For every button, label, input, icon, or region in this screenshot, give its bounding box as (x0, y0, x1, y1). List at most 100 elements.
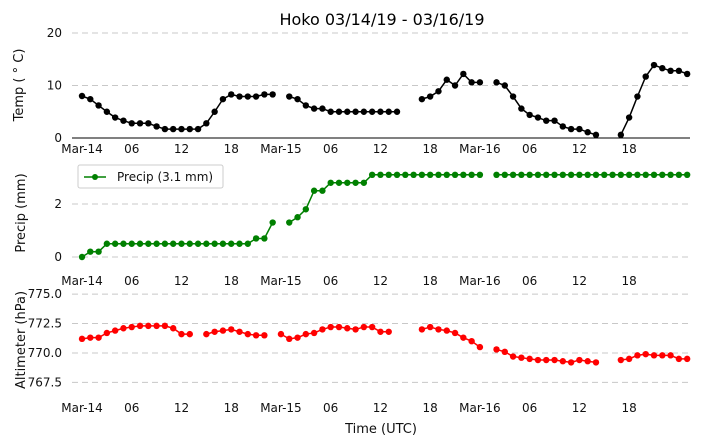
altimeter-point (368, 323, 376, 331)
x-tick-label: 12 (174, 142, 189, 156)
precip-point (294, 214, 301, 221)
precip-point (642, 171, 649, 179)
altimeter-point (543, 356, 550, 364)
precip-point (418, 171, 426, 179)
altimeter-point (252, 332, 260, 339)
x-tick-label: 18 (621, 274, 636, 288)
altimeter-point (509, 353, 517, 360)
x-tick-label: 06 (124, 401, 139, 415)
precip-point (244, 240, 251, 247)
precip-point (543, 171, 550, 179)
precip-point (95, 248, 102, 255)
altimeter-point (186, 330, 193, 338)
precip-point (559, 171, 567, 179)
altimeter-point (120, 325, 127, 332)
altimeter-point (659, 352, 666, 359)
temp-point (368, 108, 376, 115)
temp-point (501, 82, 508, 89)
temp-point (261, 91, 268, 98)
x-tick-label: 06 (323, 274, 338, 288)
precip-point (261, 235, 268, 242)
altimeter-point (103, 329, 111, 337)
altimeter-point (286, 335, 293, 343)
altimeter-panel: 767.5 770.0 772.5 775.0 Mar-14 06 12 18 Mar-15 06… (28, 287, 691, 415)
x-tick-label: 06 (522, 401, 537, 415)
temp-point (634, 93, 641, 100)
temp-point (526, 111, 533, 119)
xlabel: Time (UTC) (344, 422, 417, 437)
altimeter-ylabel: Altimeter (hPa) (14, 291, 29, 389)
temp-point (435, 88, 442, 95)
altimeter-point (642, 350, 649, 358)
altimeter-point (178, 330, 185, 338)
precip-panel: 0 2 Mar-14 06 12 18 Mar-15 06 12 18 Mar-16 06 12 18 (54, 171, 691, 288)
altimeter-point (501, 348, 508, 356)
temp-panel: 0 10 20 Mar-14 06 12 18 Mar-15 06 12 18 Mar-16 06 12 1… (47, 26, 691, 156)
altimeter-point (310, 329, 318, 337)
temp-point (78, 92, 86, 100)
temp-point (543, 117, 550, 124)
precip-point (650, 171, 658, 179)
altimeter-point (335, 323, 343, 331)
precip-point (78, 253, 86, 261)
precip-point (476, 171, 484, 179)
x-tick-label: 12 (373, 142, 388, 156)
x-tick-label: 18 (224, 274, 239, 288)
precip-point (385, 171, 392, 179)
x-tick-label: Mar-15 (260, 274, 301, 288)
altimeter-point (567, 359, 575, 366)
temp-point (642, 73, 649, 80)
altimeter-point (526, 355, 533, 363)
temp-point (203, 120, 210, 127)
altimeter-point (476, 343, 484, 351)
x-tick-label: 12 (373, 274, 388, 288)
temp-point (418, 95, 426, 103)
altimeter-point (319, 326, 326, 333)
temp-series-line (620, 64, 688, 136)
altimeter-point (551, 356, 558, 364)
temp-point (377, 108, 384, 115)
precip-legend: Precip (3.1 mm) (77, 164, 224, 189)
temp-point (667, 67, 674, 75)
y-tick-label: 767.5 (28, 375, 62, 389)
altimeter-point (169, 325, 177, 332)
y-tick-label: 0 (54, 131, 62, 145)
y-tick-label: 2 (54, 197, 62, 211)
temp-point (625, 114, 633, 121)
precip-point (526, 171, 533, 179)
precip-point (617, 171, 625, 179)
precip-point (269, 219, 276, 226)
precip-point (153, 240, 160, 247)
temp-point (559, 123, 567, 130)
altimeter-point (78, 335, 86, 343)
altimeter-point (667, 352, 674, 359)
y-tick-label: 20 (47, 26, 62, 40)
precip-point (460, 171, 467, 179)
altimeter-point (161, 322, 169, 330)
precip-point (410, 171, 417, 179)
precip-series-line (288, 174, 480, 224)
altimeter-point (228, 326, 235, 333)
precip-point (145, 240, 152, 247)
precip-point (186, 240, 193, 247)
temp-point (451, 82, 459, 89)
altimeter-point (153, 322, 160, 330)
x-tick-label: Mar-16 (459, 401, 500, 415)
temp-point (120, 117, 127, 124)
precip-point (551, 171, 558, 179)
y-tick-label: 770.0 (28, 346, 62, 360)
precip-point (194, 240, 202, 247)
x-tick-label: 06 (323, 142, 338, 156)
precip-point (87, 248, 94, 255)
altimeter-point (418, 326, 426, 333)
temp-point (310, 105, 318, 112)
x-tick-label: Mar-15 (260, 401, 301, 415)
x-tick-label: 18 (224, 142, 239, 156)
temp-point (493, 79, 500, 86)
temp-series-line (81, 93, 273, 130)
precip-point (319, 187, 326, 194)
temp-point (576, 125, 583, 133)
altimeter-point (650, 352, 658, 359)
temp-ylabel: Temp ( ° C) (12, 49, 27, 123)
precip-point (451, 171, 459, 179)
